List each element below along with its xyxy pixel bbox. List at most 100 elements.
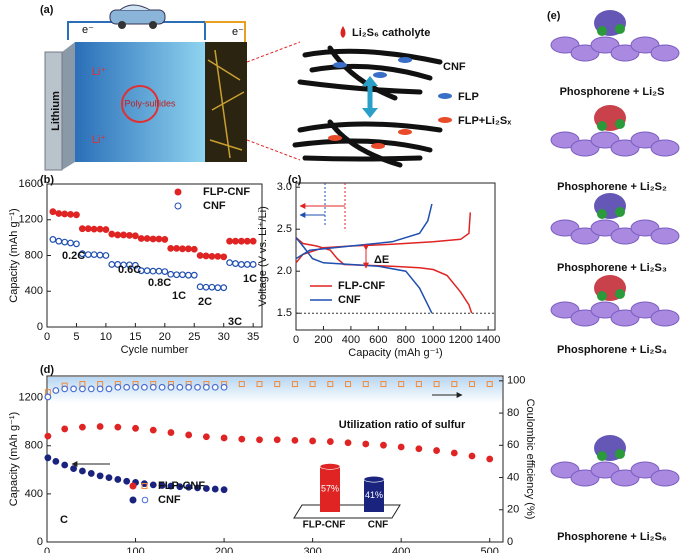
point xyxy=(61,425,69,433)
y-tick-label: 800 xyxy=(25,249,43,261)
phosphorene xyxy=(550,131,580,149)
inset-value-label: 41% xyxy=(365,490,383,500)
point xyxy=(256,436,263,444)
point xyxy=(176,383,184,391)
point xyxy=(79,423,86,431)
point xyxy=(49,208,57,216)
point xyxy=(132,424,139,432)
point xyxy=(167,482,175,490)
legend-label: FLP-CNF xyxy=(338,280,385,292)
anode xyxy=(44,51,63,171)
annotation: 3C xyxy=(228,316,242,328)
point xyxy=(61,461,69,469)
catholyte-label: Li₂S₆ catholyte xyxy=(352,27,430,39)
phosphorene xyxy=(550,461,580,479)
point xyxy=(196,283,204,291)
point xyxy=(243,237,251,245)
atom xyxy=(615,207,625,217)
legend-label: CNF xyxy=(338,294,361,306)
atom xyxy=(615,24,625,34)
point xyxy=(211,383,219,391)
point xyxy=(108,230,116,238)
inset-bar xyxy=(364,479,384,512)
phosphorene xyxy=(610,309,640,327)
point xyxy=(249,237,257,245)
legend-swatch xyxy=(174,188,182,196)
wire xyxy=(205,21,246,42)
phosphorene xyxy=(590,131,620,149)
point xyxy=(184,271,192,279)
point xyxy=(149,383,157,391)
legend-label: FLP+Li₂Sₓ xyxy=(458,115,512,127)
point xyxy=(232,237,239,245)
x-tick-label: 400 xyxy=(342,334,360,346)
point xyxy=(90,251,98,259)
point xyxy=(309,381,316,388)
phosphorene xyxy=(590,36,620,54)
electrolyte xyxy=(75,42,205,162)
point xyxy=(451,381,458,388)
y-tick-label: 1600 xyxy=(19,178,43,190)
phosphorene xyxy=(650,309,680,327)
shuttle-loop xyxy=(121,85,159,123)
point xyxy=(158,482,166,489)
point xyxy=(44,454,52,462)
point xyxy=(120,231,127,239)
point xyxy=(202,433,210,441)
phosphorene xyxy=(590,301,620,319)
y-tick-label: 1200 xyxy=(19,214,43,226)
bar-cap xyxy=(319,463,341,470)
point xyxy=(173,244,180,252)
point xyxy=(149,235,157,243)
point xyxy=(415,381,422,388)
point xyxy=(362,440,370,448)
point xyxy=(486,455,494,463)
y2-axis-label: Coulombic efficiency (%) xyxy=(524,399,536,520)
legend-label: FLP-CNF xyxy=(203,186,250,198)
point xyxy=(237,261,245,268)
y-tick-label: 3.0 xyxy=(277,181,292,193)
point xyxy=(397,443,405,451)
phosphorene xyxy=(650,44,680,62)
phosphorene xyxy=(570,309,600,327)
annotation: C xyxy=(60,514,68,526)
panel-label: (e) xyxy=(547,10,561,22)
legend-swatch xyxy=(129,482,137,490)
point xyxy=(96,385,104,393)
y-tick-label: 2.0 xyxy=(277,265,292,277)
anode-label: Lithium xyxy=(50,91,62,131)
annotation: 0.8C xyxy=(148,277,171,289)
phosphorene xyxy=(570,227,600,245)
point xyxy=(79,467,86,475)
phosphorene xyxy=(570,469,600,487)
point xyxy=(202,283,210,291)
legend-label: CNF xyxy=(158,494,181,506)
point xyxy=(44,393,52,401)
molecule-label: Phosphorene + Li₂S₄ xyxy=(557,344,667,356)
phosphorene xyxy=(610,469,640,487)
point xyxy=(190,271,198,279)
x-tick-label: 15 xyxy=(129,331,141,343)
point xyxy=(226,259,234,267)
point xyxy=(184,245,192,253)
y-tick-label: 400 xyxy=(25,488,43,500)
series-line xyxy=(295,203,433,314)
legend-label: FLP xyxy=(458,91,479,103)
point xyxy=(73,211,80,219)
point xyxy=(108,261,116,268)
point xyxy=(52,387,60,394)
y2-tick-label: 60 xyxy=(507,439,519,451)
arrow-heads xyxy=(362,76,378,118)
point xyxy=(96,225,104,233)
schematic-e: (e) Phosphorene + Li₂S Phosphorene + Li₂S… xyxy=(547,10,680,543)
point xyxy=(190,245,198,253)
point xyxy=(202,383,210,391)
point xyxy=(194,484,201,492)
x-tick-label: 10 xyxy=(100,331,112,343)
annotation: 2C xyxy=(198,296,212,308)
point xyxy=(291,381,298,388)
y-tick-label: 800 xyxy=(25,440,43,452)
point xyxy=(84,251,92,259)
point xyxy=(433,381,440,388)
